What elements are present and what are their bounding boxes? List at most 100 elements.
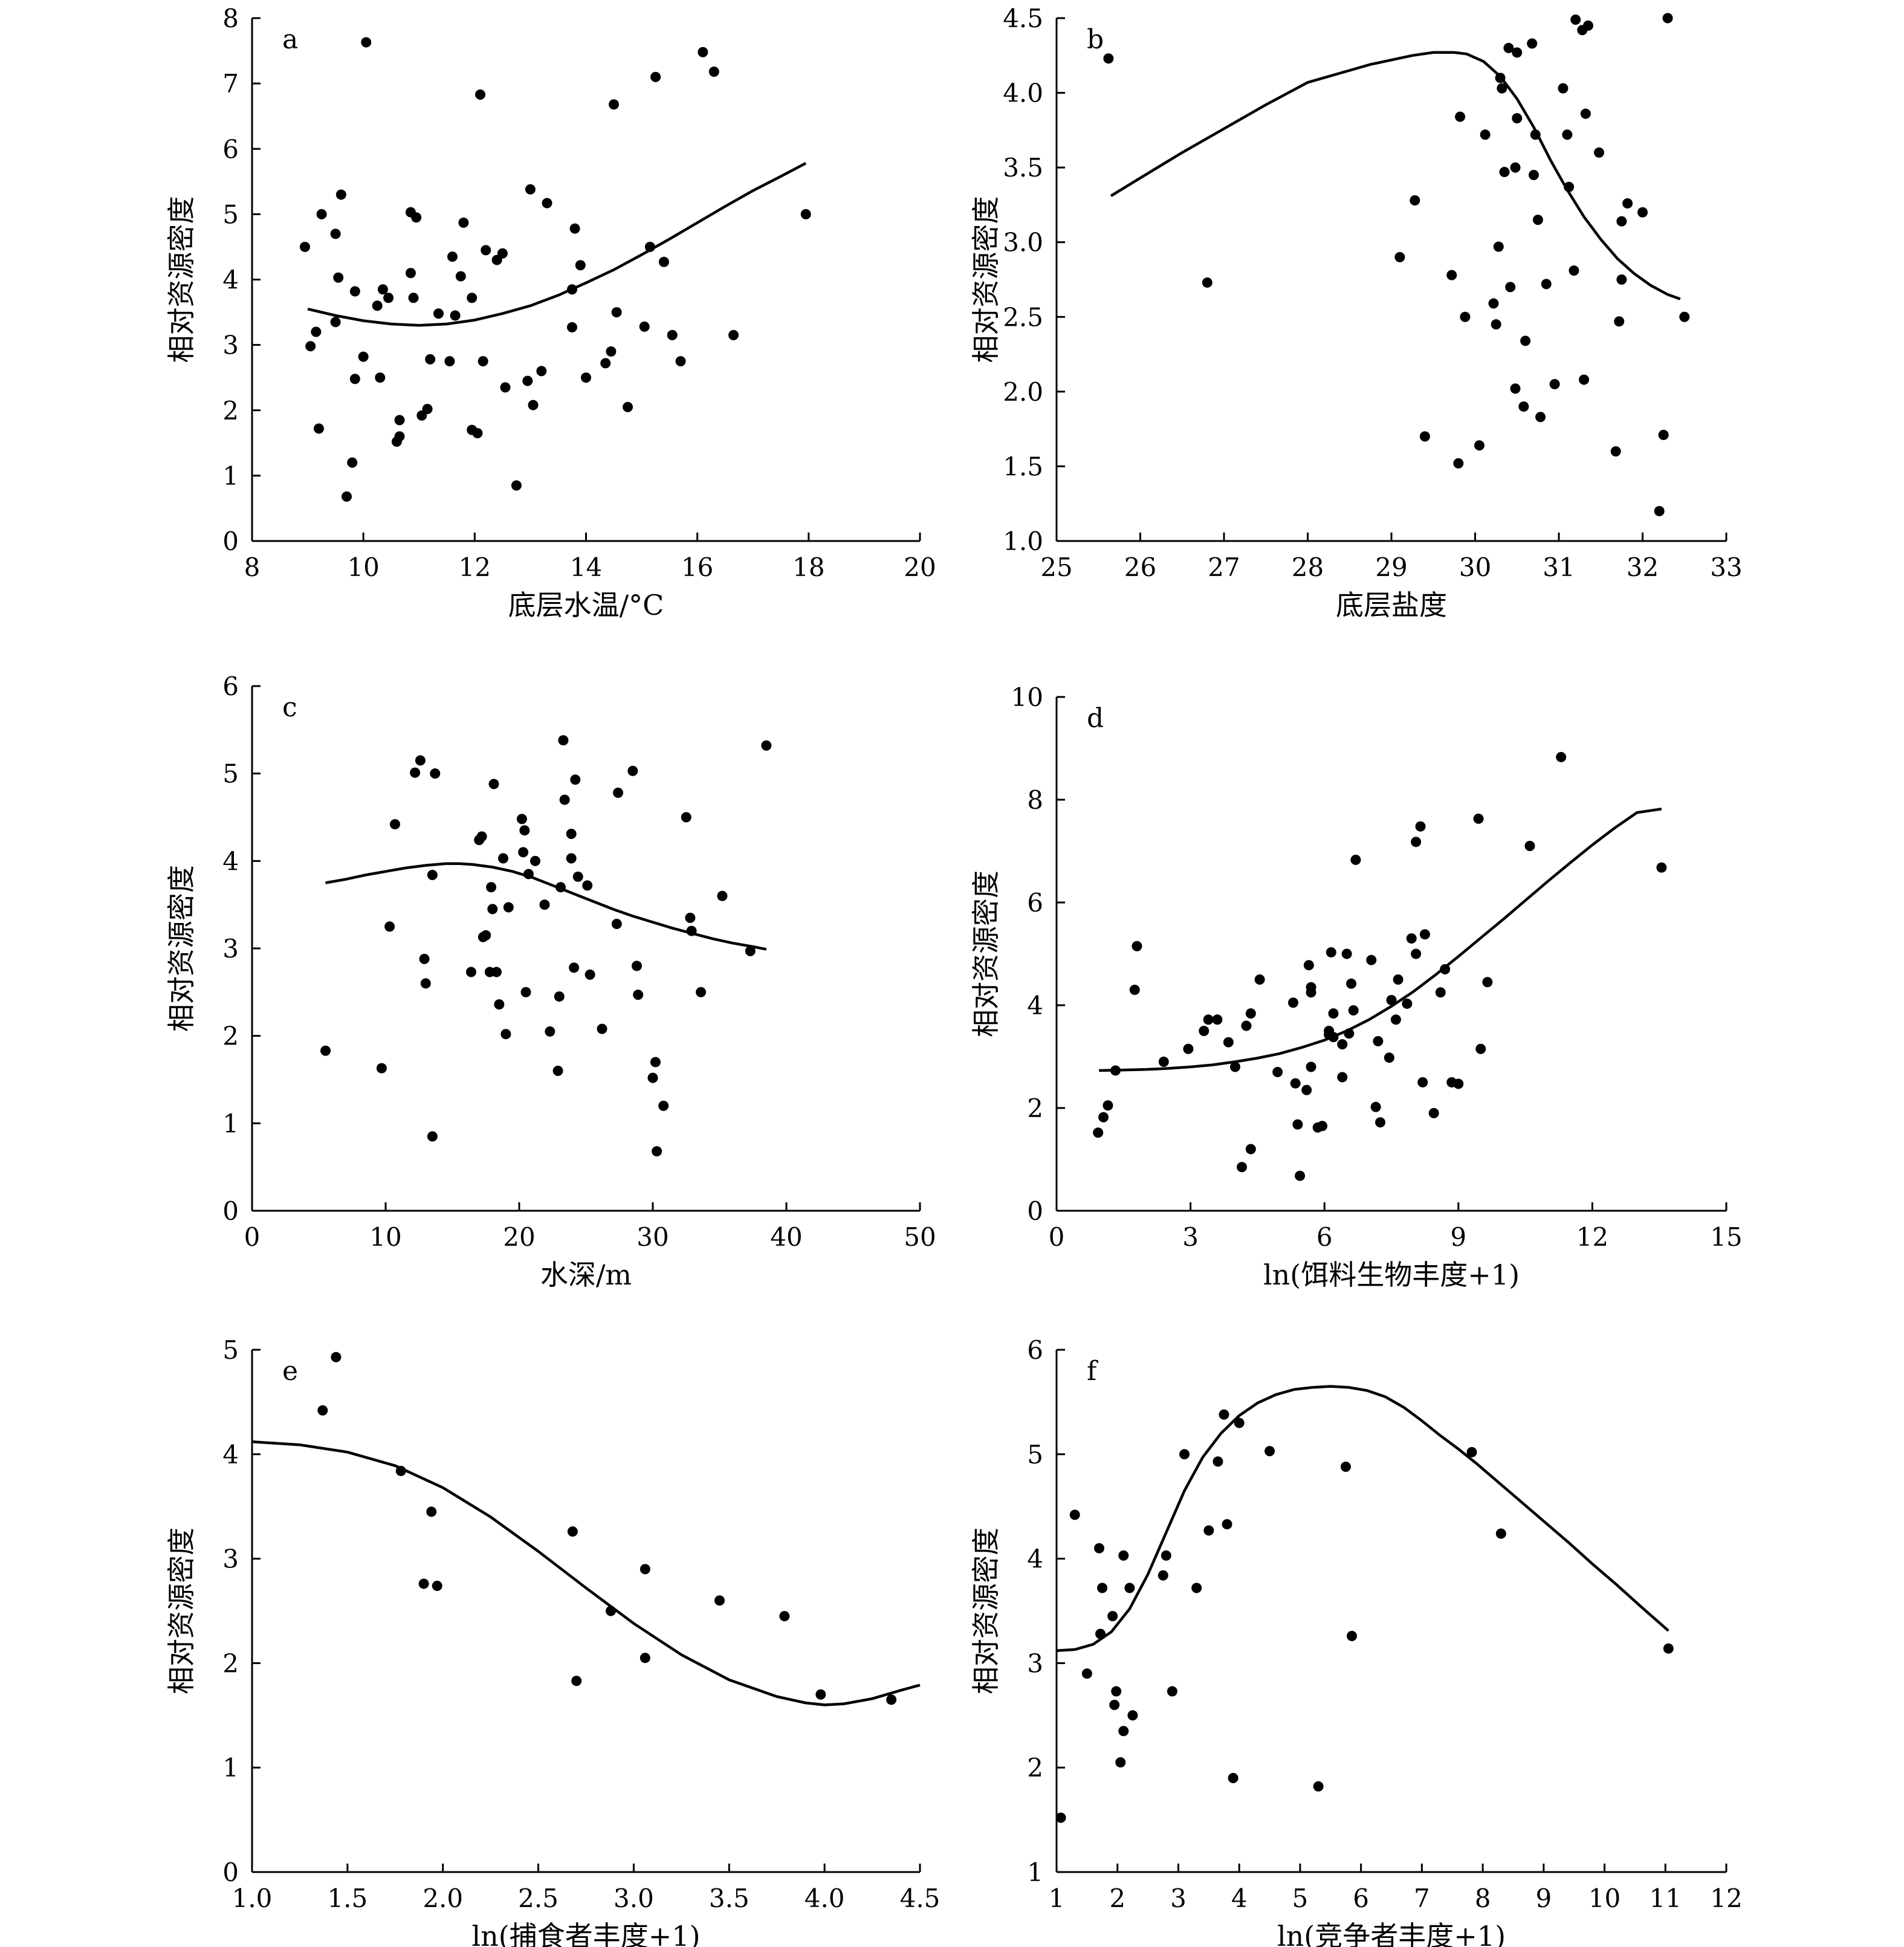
data-point: [1290, 1078, 1301, 1089]
data-point: [458, 217, 469, 228]
data-point: [1241, 1020, 1252, 1031]
x-tick-label: 1.0: [232, 1884, 273, 1913]
data-point: [1245, 1008, 1256, 1019]
data-point: [582, 880, 593, 891]
x-tick-label: 0: [1049, 1222, 1065, 1252]
data-point: [1337, 1072, 1348, 1083]
data-point: [1264, 1446, 1275, 1457]
data-point: [761, 740, 772, 751]
x-tick-label: 9: [1450, 1222, 1466, 1252]
y-tick-label: 2: [1027, 1753, 1043, 1783]
data-point: [1234, 1417, 1245, 1428]
data-point: [675, 356, 686, 367]
y-axis-label: 相对资源密度: [165, 1527, 198, 1694]
data-point: [1415, 821, 1426, 832]
x-tick-label: 6: [1316, 1222, 1333, 1252]
data-point: [714, 1595, 725, 1606]
y-tick-label: 0: [1027, 1196, 1043, 1226]
data-point: [640, 1653, 650, 1664]
data-point: [1199, 1026, 1209, 1036]
data-point: [1394, 251, 1405, 262]
data-point: [377, 284, 388, 295]
y-tick-label: 7: [222, 69, 239, 99]
data-point: [1306, 1061, 1316, 1072]
data-point: [536, 366, 547, 377]
data-point: [516, 814, 527, 824]
data-point: [1402, 998, 1413, 1009]
data-point: [342, 491, 352, 502]
y-tick-label: 6: [222, 134, 239, 164]
y-tick-label: 0: [222, 1196, 239, 1226]
data-point: [375, 372, 386, 383]
data-point: [1446, 270, 1457, 280]
x-tick-label: 4: [1231, 1884, 1248, 1913]
data-point: [494, 999, 505, 1010]
data-point: [1518, 401, 1529, 412]
y-tick-label: 4.5: [1003, 4, 1043, 33]
fitted-curve: [251, 1440, 921, 1706]
y-tick-label: 5: [1027, 1440, 1043, 1469]
data-point: [1488, 298, 1499, 309]
data-point: [1512, 113, 1523, 124]
data-point: [1301, 1084, 1312, 1095]
x-tick-label: 20: [503, 1222, 535, 1252]
y-tick-label: 10: [1011, 682, 1043, 712]
data-point: [525, 184, 536, 195]
x-tick-label: 2.0: [423, 1884, 463, 1913]
data-point: [647, 1072, 658, 1083]
data-point: [779, 1611, 790, 1622]
data-point: [333, 272, 344, 283]
data-point: [358, 351, 369, 362]
data-point: [1663, 1643, 1674, 1654]
data-point: [1124, 1583, 1135, 1593]
panel-letter: b: [1087, 24, 1104, 55]
data-point: [1375, 1117, 1386, 1128]
data-point: [1637, 207, 1648, 218]
x-tick-label: 20: [904, 552, 936, 582]
data-point: [1654, 506, 1665, 517]
data-point: [886, 1694, 897, 1705]
data-point: [1549, 379, 1560, 389]
data-point: [497, 248, 508, 259]
data-point: [1370, 1101, 1381, 1112]
data-point: [1499, 167, 1510, 178]
x-tick-label: 7: [1414, 1884, 1430, 1913]
data-point: [717, 890, 728, 901]
data-point: [425, 354, 436, 364]
y-tick-label: 3: [222, 934, 239, 964]
data-point: [552, 1066, 563, 1077]
data-point: [1528, 170, 1539, 180]
x-axis-label: 底层盐度: [1336, 589, 1447, 621]
data-point: [566, 853, 577, 864]
x-tick-label: 28: [1292, 552, 1324, 582]
data-point: [511, 480, 522, 491]
y-tick-label: 1.0: [1003, 526, 1043, 556]
x-tick-label: 14: [570, 552, 602, 582]
data-point: [486, 882, 497, 893]
data-point: [500, 382, 511, 393]
data-point: [1622, 198, 1633, 209]
data-point: [1118, 1726, 1129, 1737]
data-point: [427, 1131, 438, 1142]
data-point: [1417, 1077, 1428, 1087]
data-point: [1098, 1112, 1109, 1123]
x-tick-label: 3.5: [709, 1884, 750, 1913]
data-point: [1328, 1008, 1339, 1019]
data-point: [1093, 1127, 1104, 1138]
data-point: [1532, 215, 1543, 225]
data-point: [1245, 1144, 1256, 1155]
data-point: [1616, 274, 1627, 285]
data-point: [650, 1057, 661, 1067]
data-point: [1510, 383, 1521, 394]
data-point: [465, 967, 476, 977]
data-point: [815, 1689, 826, 1700]
y-tick-label: 4: [1027, 991, 1043, 1020]
data-point: [1213, 1456, 1223, 1467]
x-tick-label: 10: [369, 1222, 401, 1252]
data-point: [1453, 1078, 1464, 1089]
data-point: [410, 767, 421, 778]
data-point: [530, 855, 541, 866]
y-tick-label: 8: [222, 4, 239, 33]
y-tick-label: 3: [222, 331, 239, 360]
data-point: [1493, 241, 1504, 252]
